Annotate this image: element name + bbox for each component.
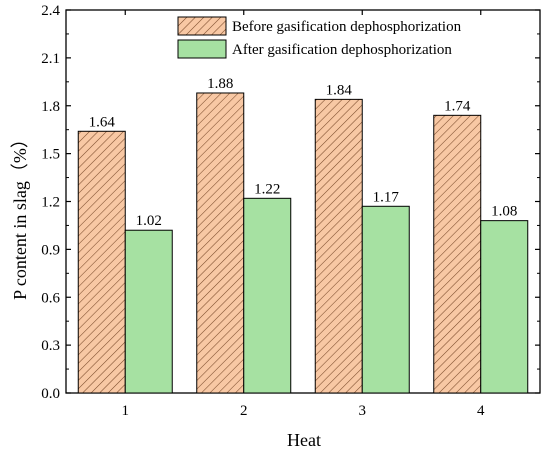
bar-after — [361, 205, 410, 394]
y-tick-label: 1.5 — [41, 147, 60, 163]
data-label-after: 1.22 — [254, 181, 280, 197]
x-tick-label: 1 — [122, 403, 130, 419]
bar-before — [77, 130, 126, 394]
data-label-before: 1.88 — [207, 76, 233, 92]
data-label-before: 1.84 — [326, 82, 353, 98]
y-axis-title: P content in slag（%） — [10, 130, 30, 300]
x-tick-label: 3 — [359, 403, 367, 419]
y-tick-label: 0.9 — [41, 242, 60, 258]
x-tick-label: 2 — [240, 403, 248, 419]
y-tick-label: 2.1 — [41, 51, 60, 67]
data-label-after: 1.02 — [136, 213, 162, 229]
data-label-before: 1.74 — [444, 98, 471, 114]
bar-after — [124, 229, 173, 394]
legend-label-before: Before gasification dephosphorization — [232, 19, 462, 35]
y-tick-label: 0.0 — [41, 386, 60, 402]
data-label-after: 1.17 — [373, 189, 400, 205]
y-tick-label: 0.6 — [41, 290, 60, 306]
y-tick-label: 1.8 — [41, 99, 60, 115]
x-axis-title: Heat — [287, 430, 321, 450]
bar-after — [243, 197, 292, 394]
legend-swatch-after — [177, 39, 227, 59]
bar-before — [433, 114, 482, 394]
data-label-before: 1.64 — [89, 114, 116, 130]
y-tick-label: 0.3 — [41, 338, 60, 354]
y-tick-label: 2.4 — [41, 3, 60, 19]
legend-label-after: After gasification dephosphorization — [232, 42, 452, 58]
bar-after — [480, 220, 529, 394]
x-tick-label: 4 — [477, 403, 485, 419]
bar-before — [196, 92, 245, 394]
y-tick-label: 1.2 — [41, 195, 60, 211]
data-label-after: 1.08 — [491, 204, 517, 220]
bar-before — [314, 98, 363, 394]
legend-swatch-before — [177, 16, 227, 36]
